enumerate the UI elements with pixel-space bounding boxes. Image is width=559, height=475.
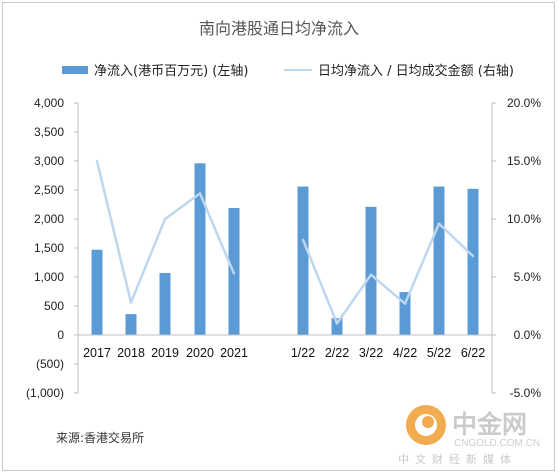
legend-bar-swatch xyxy=(62,66,88,74)
category-label: 6/22 xyxy=(461,346,485,360)
left-axis-tick-label: 1,500 xyxy=(34,241,64,255)
category-label: 2018 xyxy=(117,346,145,360)
category-label: 5/22 xyxy=(427,346,451,360)
category-label: 1/22 xyxy=(291,346,315,360)
ratio-point-3/22 xyxy=(369,273,373,276)
right-axis: -5.0% 0.0% 5.0% 10.0% 15.0% 20.0% xyxy=(491,96,542,400)
legend-bar-label: 净流入(港币百万元) (左轴) xyxy=(94,64,248,79)
chart-title: 南向港股通日均净流入 xyxy=(199,19,359,38)
left-axis-tick-label: (500) xyxy=(36,357,64,371)
left-axis-tick-label: 4,000 xyxy=(34,96,64,110)
ratio-point-1/22 xyxy=(301,238,305,242)
watermark-tagline: 中文财经新媒体 xyxy=(398,452,517,466)
left-axis-tick-label: 2,500 xyxy=(34,183,64,197)
category-label: 2/22 xyxy=(325,346,349,360)
category-label: 2020 xyxy=(186,346,214,360)
bar-3/22 xyxy=(365,206,377,335)
ratio-point-2018 xyxy=(129,301,133,304)
left-axis-tick-label: 500 xyxy=(44,299,64,313)
source-note: 来源:香港交易所 xyxy=(56,430,144,445)
bar-2/22 xyxy=(331,318,343,335)
legend-line-label: 日均净流入 / 日均成交金额 (右轴) xyxy=(318,63,514,79)
left-axis-tick-label: (1,000) xyxy=(26,386,64,400)
bar-2017 xyxy=(91,249,103,335)
category-label: 3/22 xyxy=(359,346,383,360)
watermark: 中金网 CNGOLD.COM.CN 中文财经新媒体 xyxy=(398,405,540,466)
bar-2019 xyxy=(159,272,171,335)
bar-4/22 xyxy=(399,292,411,335)
left-axis-tick-label: 0 xyxy=(57,328,64,342)
category-label: 2019 xyxy=(151,346,179,360)
ratio-point-5/22 xyxy=(437,222,441,225)
left-axis-tick-label: 3,000 xyxy=(34,154,64,168)
ratio-point-4/22 xyxy=(403,302,407,305)
category-label: 2021 xyxy=(220,346,248,360)
ratio-line-series xyxy=(95,159,475,325)
bar-series xyxy=(91,163,479,335)
category-label: 2017 xyxy=(83,346,111,360)
category-labels: 2017 2018 2019 2020 2021 1/22 2/22 3/22 4/22 5/22… xyxy=(83,346,485,360)
ratio-point-2020 xyxy=(198,192,202,195)
ratio-point-2021 xyxy=(232,272,236,275)
right-axis-tick-label: 5.0% xyxy=(514,270,542,284)
left-axis-tick-label: 1,000 xyxy=(34,270,64,284)
bar-5/22 xyxy=(433,186,445,335)
category-label: 4/22 xyxy=(393,346,417,360)
chart-frame xyxy=(2,2,555,471)
ratio-point-6/22 xyxy=(471,254,475,258)
ratio-point-2017 xyxy=(95,159,99,163)
bar-6/22 xyxy=(467,188,479,335)
bar-2018 xyxy=(125,314,137,335)
watermark-domain: CNGOLD.COM.CN xyxy=(454,438,540,449)
left-axis: (1,000) (500) 0 500 1,000 1,500 2,000 2,500 3,00… xyxy=(26,96,79,400)
bar-1/22 xyxy=(297,186,309,335)
bar-2020 xyxy=(194,163,206,335)
left-axis-tick-label: 3,500 xyxy=(34,125,64,139)
right-axis-tick-label: 15.0% xyxy=(507,154,541,168)
ratio-point-2019 xyxy=(163,217,167,221)
ratio-line-segment-2 xyxy=(301,222,474,325)
right-axis-tick-label: 20.0% xyxy=(507,96,541,110)
left-axis-tick-label: 2,000 xyxy=(34,212,64,226)
right-axis-tick-label: -5.0% xyxy=(510,386,542,400)
right-axis-tick-label: 0.0% xyxy=(514,328,542,342)
right-axis-tick-label: 10.0% xyxy=(507,212,541,226)
watermark-brand: 中金网 xyxy=(452,410,527,439)
cngold-logo-icon xyxy=(406,405,446,445)
ratio-point-2/22 xyxy=(335,322,339,325)
legend: 净流入(港币百万元) (左轴) 日均净流入 / 日均成交金额 (右轴) xyxy=(62,63,514,79)
